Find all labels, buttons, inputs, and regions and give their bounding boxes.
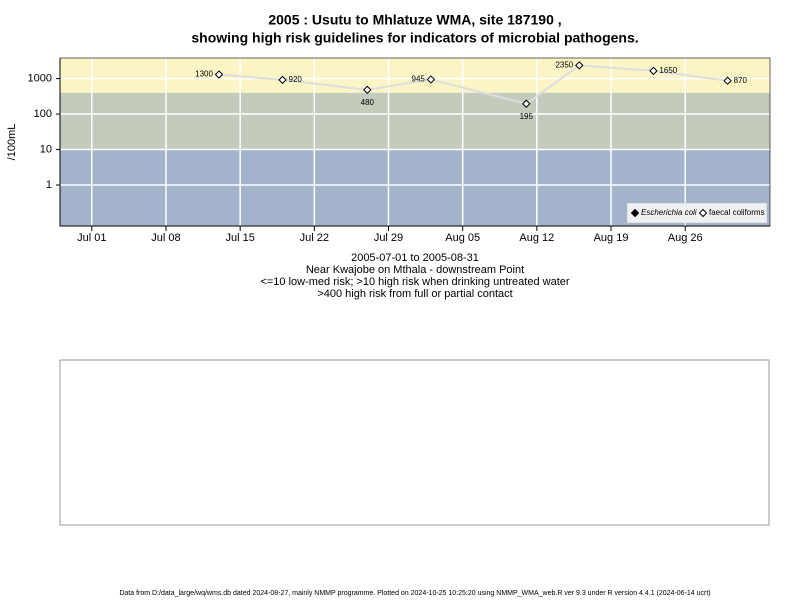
data-label: 1650: [659, 66, 677, 75]
legend-label: faecal coliforms: [709, 208, 765, 217]
y-tick-label: 10: [40, 143, 52, 155]
data-point: [278, 75, 287, 85]
x-tick-label: Aug 26: [668, 232, 703, 244]
series-line: [218, 64, 728, 105]
empty-panel: [59, 359, 770, 526]
data-label: 480: [361, 98, 375, 107]
data-point: [214, 70, 224, 79]
data-point: [649, 66, 658, 76]
legend-marker: [698, 208, 708, 218]
data-label: 945: [412, 75, 426, 84]
footer: Data from D:/data_large/wq/wms.db dated …: [119, 590, 710, 597]
data-label: 870: [734, 76, 748, 85]
x-tick-label: Aug 12: [519, 232, 554, 244]
y-tick-label: 1: [46, 179, 52, 191]
note: <=10 low-med risk; >10 high risk when dr…: [260, 276, 569, 288]
data-label: 2350: [555, 61, 573, 70]
data-point: [723, 76, 732, 85]
risk-band: [60, 58, 770, 93]
y-tick-label: 1000: [28, 72, 52, 84]
note: Near Kwajobe on Mthala - downstream Poin…: [306, 264, 524, 276]
data-label: 920: [289, 75, 303, 84]
note: 2005-07-01 to 2005-08-31: [351, 252, 479, 264]
data-label: 1300: [195, 70, 213, 79]
data-point: [575, 61, 584, 70]
legend-marker: [630, 208, 640, 218]
chart-title: 2005 : Usutu to Mhlatuze WMA, site 18719…: [268, 12, 561, 28]
x-tick-label: Jul 01: [77, 232, 106, 244]
data-point: [426, 75, 436, 84]
data-label: 195: [520, 112, 534, 121]
legend-box: [626, 202, 768, 224]
x-tick-label: Jul 15: [225, 232, 254, 244]
x-tick-label: Jul 29: [374, 232, 403, 244]
risk-band: [60, 92, 770, 150]
chart-subtitle: showing high risk guidelines for indicat…: [191, 30, 638, 46]
data-point: [363, 85, 372, 95]
x-tick-label: Jul 08: [151, 232, 180, 244]
legend-label: Escherichia coli: [641, 208, 697, 217]
x-tick-label: Aug 19: [594, 232, 629, 244]
y-axis-label: /100mL: [6, 124, 18, 161]
y-tick-label: 100: [34, 108, 52, 120]
x-tick-label: Aug 05: [445, 232, 480, 244]
data-point: [522, 99, 531, 108]
x-tick-label: Jul 22: [300, 232, 329, 244]
note: >400 high risk from full or partial cont…: [317, 288, 512, 300]
